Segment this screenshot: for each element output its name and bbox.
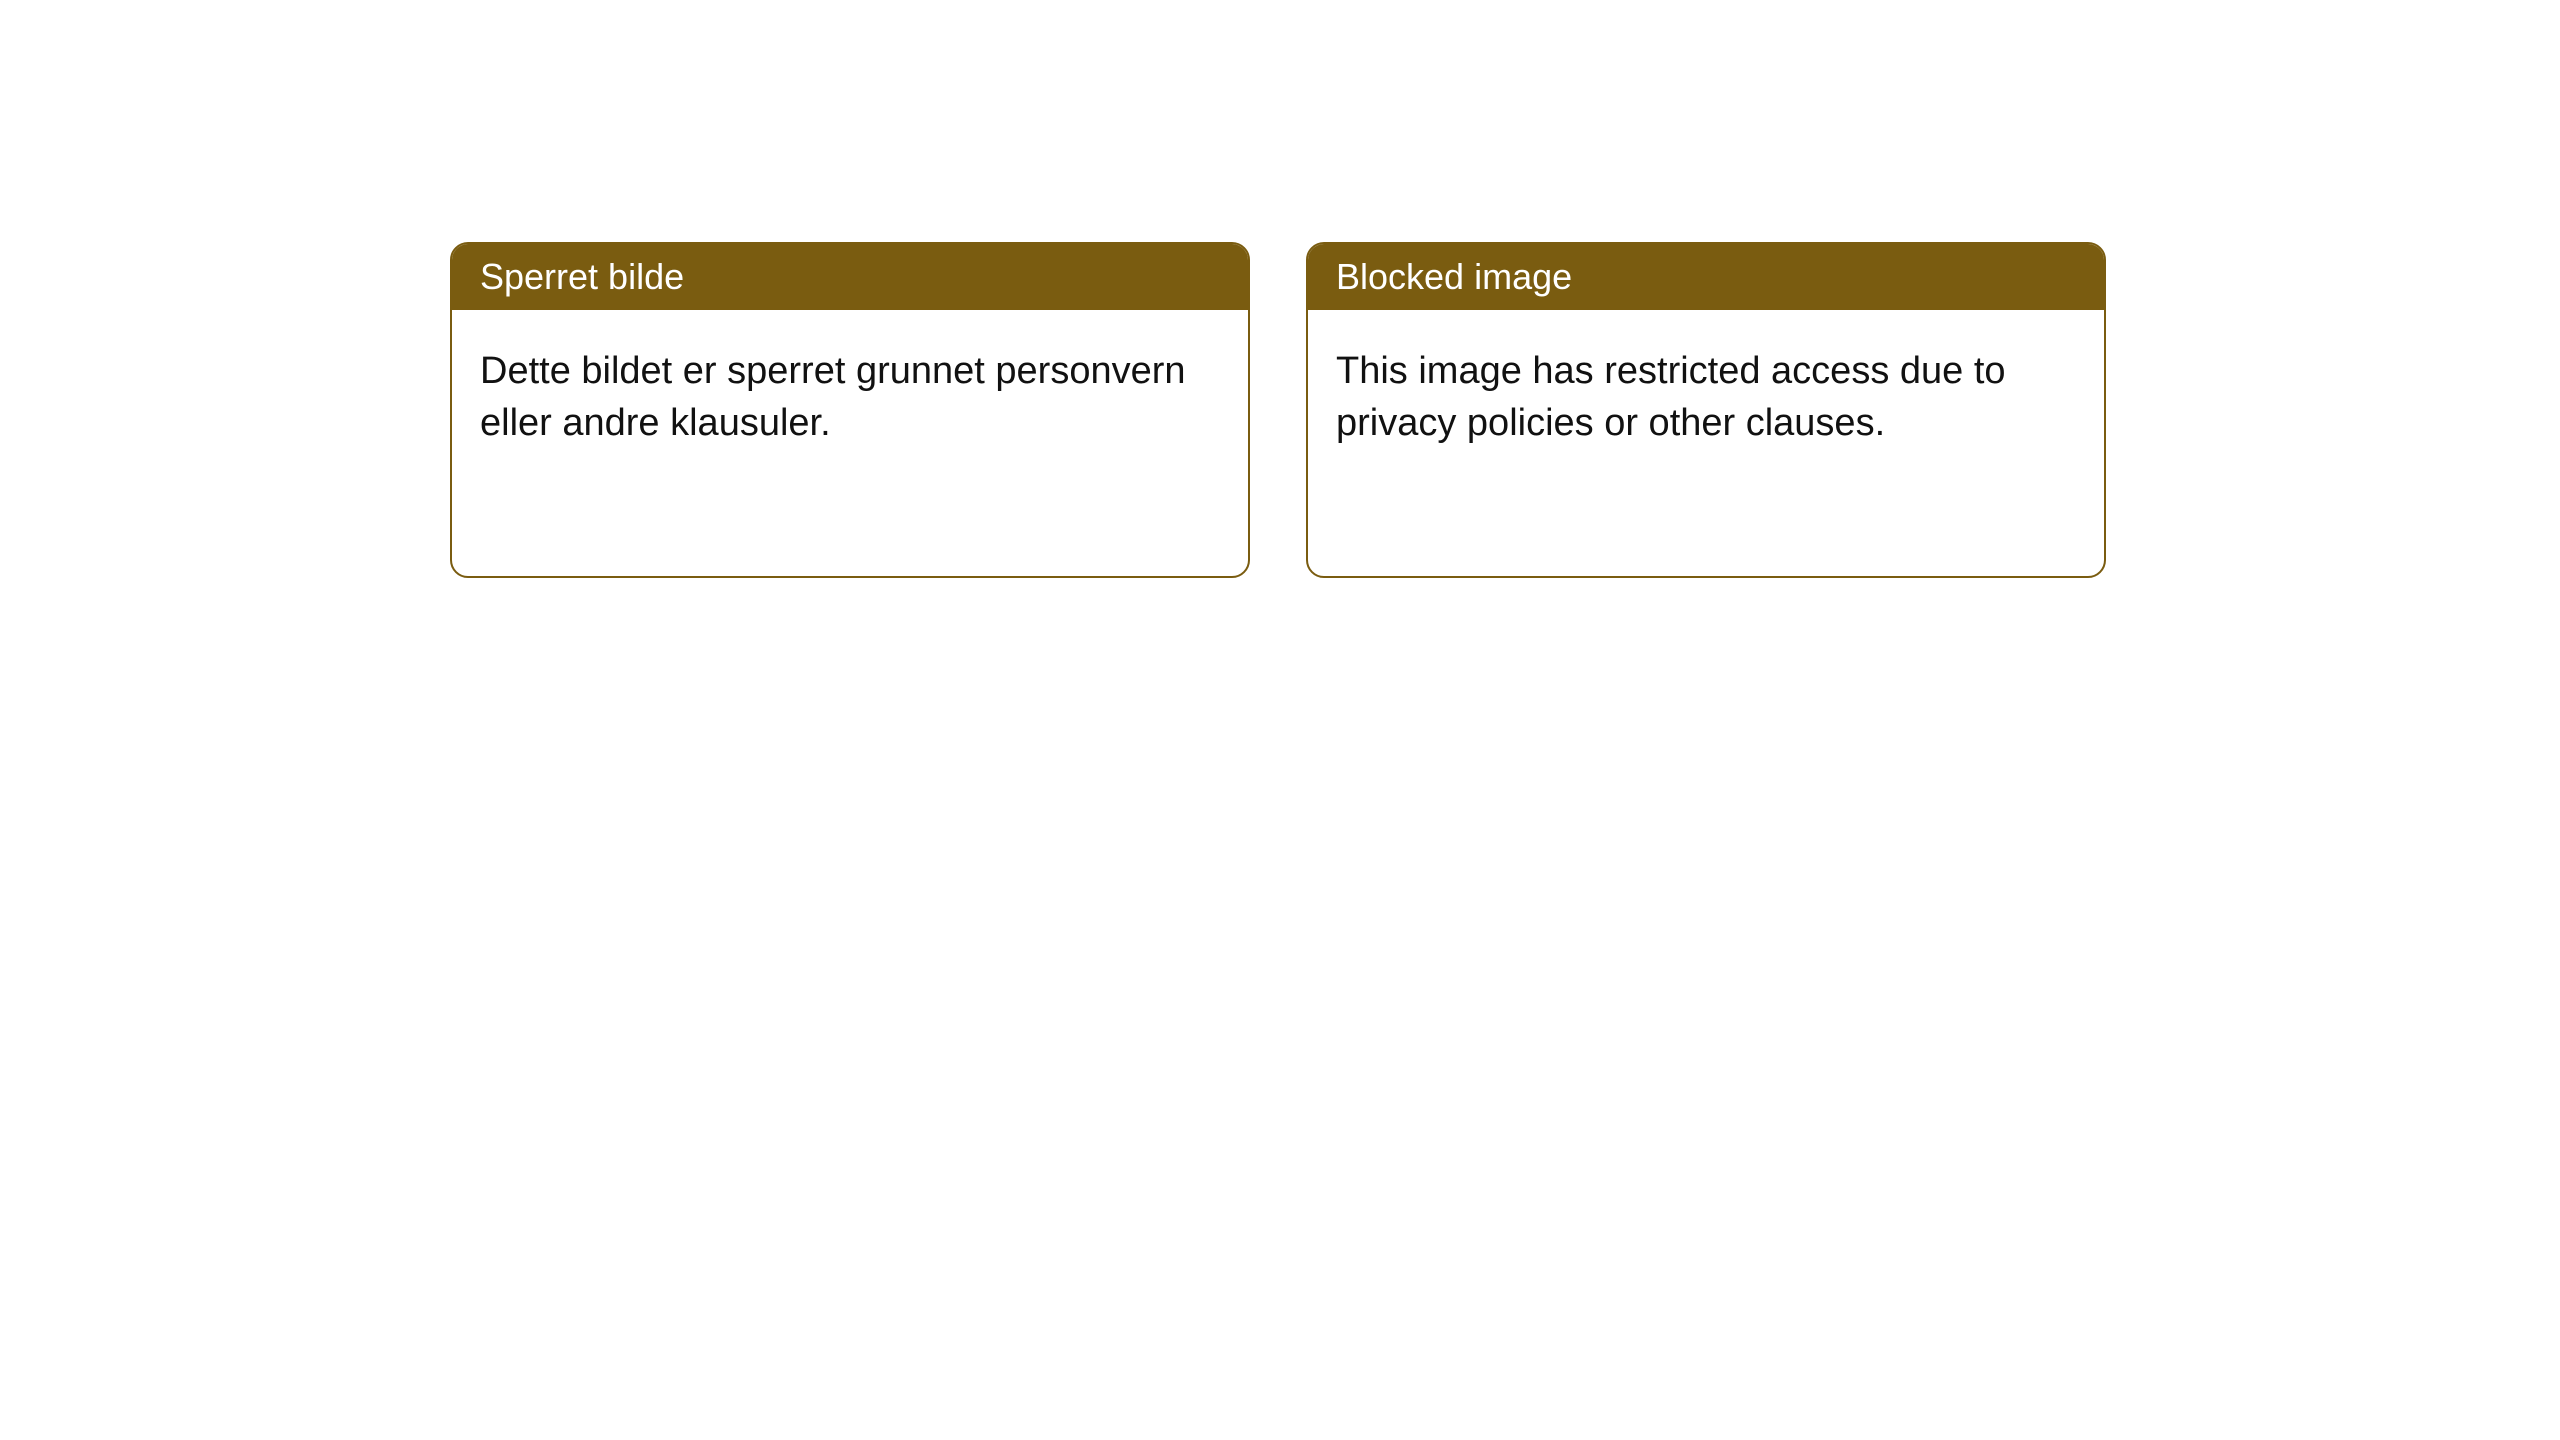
notice-card-norwegian: Sperret bilde Dette bildet er sperret gr… (450, 242, 1250, 578)
card-message-english: This image has restricted access due to … (1336, 350, 2006, 444)
card-title-english: Blocked image (1336, 256, 1572, 297)
notice-cards-container: Sperret bilde Dette bildet er sperret gr… (450, 242, 2106, 578)
card-body-norwegian: Dette bildet er sperret grunnet personve… (452, 310, 1248, 485)
card-header-english: Blocked image (1308, 244, 2104, 310)
notice-card-english: Blocked image This image has restricted … (1306, 242, 2106, 578)
card-body-english: This image has restricted access due to … (1308, 310, 2104, 485)
card-title-norwegian: Sperret bilde (480, 256, 684, 297)
card-header-norwegian: Sperret bilde (452, 244, 1248, 310)
card-message-norwegian: Dette bildet er sperret grunnet personve… (480, 350, 1186, 444)
